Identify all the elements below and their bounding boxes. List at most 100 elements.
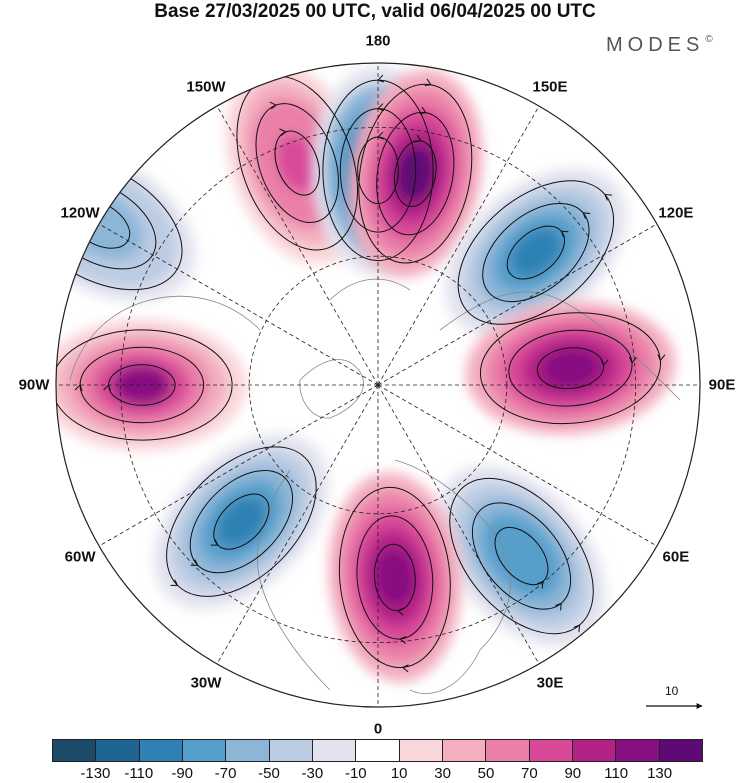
anomaly-level [216,496,267,547]
vector-scale-label: 10 [665,684,679,698]
graticule [56,63,700,707]
longitude-label-lon-150e: 150E [532,78,568,96]
colorbar-tick-label: 90 [564,765,582,782]
streamline-arrow [279,128,287,137]
streamline-arrow [17,171,26,180]
colorbar [52,739,703,762]
longitude-label-lon-120w: 120W [60,204,100,222]
map-title: Base 27/03/2025 00 UTC, valid 06/04/2025… [154,1,596,22]
longitude-label-lon-60e: 60E [662,548,690,566]
longitude-label-lon-90w: 90W [18,376,50,394]
colorbar-tick-label: 50 [477,765,495,782]
meridian [98,223,379,386]
longitude-label-lon-30e: 30E [536,674,564,692]
anomaly-level [276,135,319,192]
meridian [377,384,658,547]
parallel [119,126,637,644]
colorbar-swatch [528,740,572,761]
meridian [98,384,379,547]
anomaly-level [510,228,562,277]
anomaly-level [112,365,171,405]
longitude-label-lon-180: 180 [365,32,391,50]
brand-mark: © [705,34,713,45]
colorbar-swatch [53,740,96,761]
streamline-arrow [41,185,50,194]
streamline-arrow [419,106,427,115]
streamlines [17,74,666,673]
colorbar-tick-label: -110 [124,765,154,782]
longitude-label-lon-120e: 120E [658,204,694,222]
colorbar-tick-label: -10 [344,765,367,782]
colorbar-swatch [398,740,442,761]
colorbar-tick-label: -50 [258,765,280,782]
longitude-label-lon-90e: 90E [708,376,736,394]
streamline-arrow [190,559,199,566]
colorbar-tick-label: -90 [171,765,194,782]
streamline-arrow [377,74,385,83]
anomaly-level [375,548,415,607]
streamline-arrow [259,74,268,83]
streamline-arrow [536,580,544,589]
meridian [216,384,379,665]
streamline-arrow [657,354,666,362]
colorbar-tick-label: 130 [647,765,673,782]
streamline-arrow [103,384,112,392]
modes-logo: MODES© [606,34,713,57]
colorbar-swatch [615,740,659,761]
longitude-label-lon-30w: 30W [190,674,222,692]
streamline-arrow [269,101,278,110]
streamline-arrow [424,78,432,87]
map-boundary [55,62,701,708]
anomaly-field [56,63,676,683]
streamline [56,329,233,441]
brand-name: MODES [606,34,705,56]
streamline-arrow [582,212,591,219]
colorbar-tick-label: -130 [80,765,111,782]
streamline-arrow [210,539,219,546]
colorbar-tick-label: 10 [390,765,408,782]
parallel [248,255,508,515]
streamline-arrow [560,230,569,238]
longitude-label-lon-0: 0 [373,720,383,738]
colorbar-swatch [95,740,139,761]
colorbar-tick-label: -70 [214,765,237,782]
streamline-arrow [74,384,83,392]
meridian [377,384,540,665]
meridian [377,105,540,386]
anomaly-level [541,348,600,388]
colorbar-swatch [485,740,529,761]
colorbar-swatch [658,740,702,761]
streamline-arrow [414,134,422,143]
colorbar-tick-label: 30 [434,765,451,782]
colorbar-swatch [225,740,269,761]
streamline-arrow [401,664,409,673]
streamline-arrow [629,356,637,364]
streamline-arrow [600,359,609,367]
colorbar-swatch [311,740,356,761]
longitude-label-lon-150w: 150W [186,78,226,96]
streamline-arrow [555,602,562,611]
colorbar-tick-label: -30 [301,765,324,782]
meridian [377,223,658,386]
longitude-label-lon-60w: 60W [64,548,96,566]
colorbar-tick-label: 70 [521,765,538,782]
streamline-arrow [396,607,404,616]
anomaly-center-6 [328,472,462,683]
colorbar-tick-label: 110 [604,765,629,782]
streamline-arrow [170,579,179,586]
colorbar-swatch [268,740,312,761]
streamline-arrow [377,103,385,112]
colorbar-ticks: -130 -110 -90 -70 -50 -30 -10 10 30 50 70 90 110 130 [0,765,750,783]
colorbar-swatch [571,740,616,761]
map-disk [17,63,700,707]
colorbar-swatch [441,740,486,761]
streamline-arrow [573,624,581,633]
streamline-arrow [399,636,407,644]
polar-map [17,62,703,709]
streamline-arrow [377,131,385,140]
land-outline [69,278,681,694]
colorbar-swatch [138,740,182,761]
streamline-arrow [604,193,613,201]
colorbar-swatch [181,740,226,761]
colorbar-swatch [355,740,399,761]
